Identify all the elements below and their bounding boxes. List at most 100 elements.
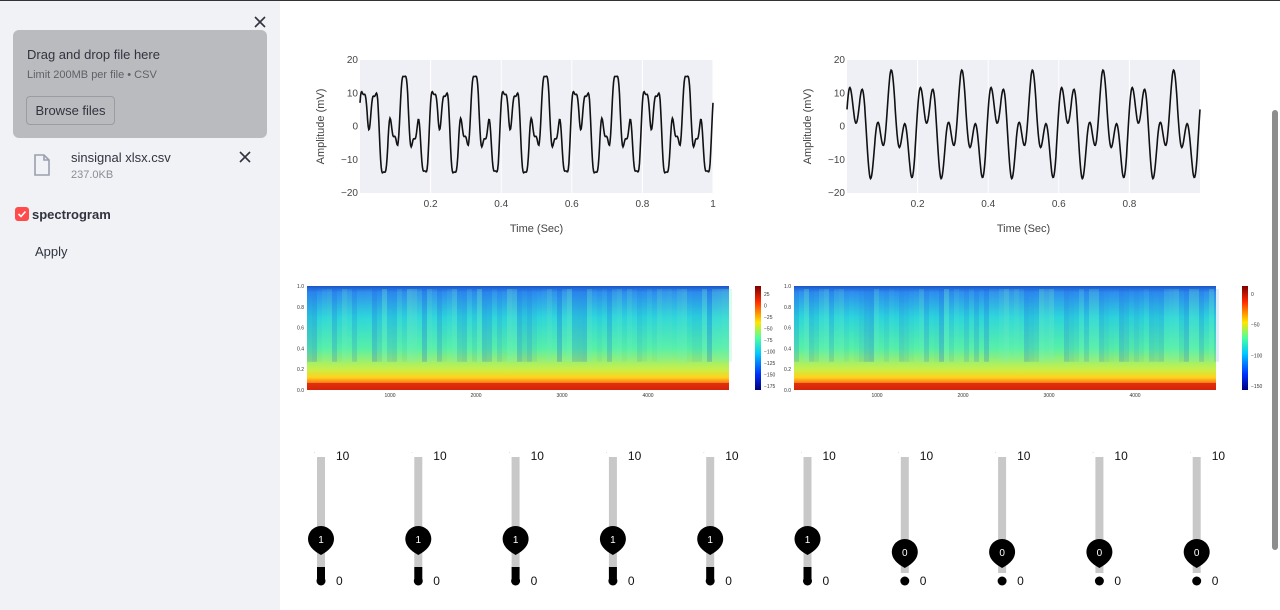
slider-value: 0 [999, 548, 1005, 559]
spectrogram-band [814, 289, 819, 362]
colorbar-tick: −25 [764, 315, 773, 321]
gain-slider-8[interactable]: · 0 10 0 [989, 449, 1031, 588]
slider-min-label: 0 [1017, 574, 1024, 588]
spec-y-tick: 0.2 [784, 367, 791, 373]
spectrogram-band [894, 289, 899, 362]
remove-file-icon[interactable] [237, 149, 253, 165]
file-icon [34, 154, 50, 176]
spec-y-tick: 0.4 [784, 346, 791, 352]
spectrogram-band [919, 289, 924, 362]
gain-slider-10[interactable]: · 0 10 0 [1183, 449, 1226, 588]
gain-slider-3[interactable]: · 1 10 0 [502, 449, 545, 588]
x-tick-label: 0.6 [565, 199, 579, 210]
slider-top-dot: · [1092, 450, 1093, 455]
gain-slider-7[interactable]: · 0 10 0 [891, 449, 934, 588]
slider-handle [900, 576, 910, 586]
slider-value-bubble [697, 526, 724, 555]
slider-top-dot: · [801, 450, 802, 455]
spectrogram-band [452, 289, 457, 362]
spectrogram-band [1049, 289, 1054, 362]
spectrogram-band [1144, 289, 1149, 362]
spectrogram-band [442, 289, 447, 362]
spectrogram-band [834, 289, 839, 362]
spectrogram-band [1089, 289, 1094, 362]
slider-track [317, 457, 325, 573]
spectrogram-band [417, 289, 422, 362]
spectrogram-band [617, 289, 622, 362]
slider-max-label: 10 [1212, 449, 1226, 463]
spectrogram-band [397, 289, 402, 362]
file-dropzone[interactable]: Drag and drop file here Limit 200MB per … [13, 30, 267, 138]
spectrogram-band [497, 289, 502, 362]
spectrogram-band [697, 289, 702, 362]
spectrogram-band [864, 289, 869, 362]
spectrogram-band [512, 289, 517, 362]
spectrogram-band [1179, 289, 1184, 362]
apply-button[interactable]: Apply [35, 244, 68, 259]
y-axis-title: Amplitude (mV) [315, 89, 327, 165]
spectrogram-band [337, 289, 342, 362]
gain-slider-2[interactable]: · 1 10 0 [405, 449, 447, 588]
gain-slider-4[interactable]: · 1 10 0 [599, 449, 642, 588]
gain-slider-5[interactable]: · 1 10 0 [697, 449, 739, 588]
spectrogram-checkbox[interactable]: spectrogram [15, 206, 111, 222]
spectrogram-band [602, 289, 607, 362]
spectrogram-band [1039, 289, 1044, 362]
scrollbar-thumb[interactable] [1272, 110, 1278, 550]
colorbar-tick: −150 [764, 373, 775, 379]
spectrogram-band [437, 289, 442, 362]
spectrogram-band [612, 289, 617, 362]
spectrogram-band [352, 289, 357, 362]
spectrogram-band [1124, 289, 1129, 362]
spectrogram-band [357, 289, 362, 362]
processed-spectrogram: 1.0 0.8 0.6 0.4 0.2 0.0 1000 2000 3000 4000 0 −50 −1… [784, 284, 1262, 399]
slider-min-label: 0 [1212, 574, 1219, 588]
gain-slider-9[interactable]: · 0 10 0 [1086, 449, 1128, 588]
spectrogram-band [1054, 289, 1059, 362]
spectrogram-band [557, 289, 562, 362]
slider-value: 1 [805, 535, 811, 546]
slider-value: 1 [707, 535, 713, 546]
slider-fill [414, 567, 423, 579]
spectrogram-band [1189, 289, 1194, 362]
spectrogram-band [722, 289, 727, 362]
slider-min-label: 0 [1114, 574, 1121, 588]
slider-fill [511, 567, 520, 579]
slider-handle [1094, 576, 1104, 586]
spectrogram-band [1004, 289, 1009, 362]
signal-trace [846, 68, 1201, 181]
spectrogram-band [482, 289, 487, 362]
spectrogram-band [899, 289, 904, 362]
slider-value-bubble [794, 526, 821, 555]
spectrogram-band [517, 289, 522, 362]
spectrogram-band [387, 289, 392, 362]
spectrogram-band [1184, 289, 1189, 362]
slider-max-label: 10 [433, 449, 447, 463]
slider-value: 0 [902, 548, 908, 559]
sidebar-close-icon[interactable] [251, 13, 269, 31]
slider-min-label: 0 [725, 574, 732, 588]
spectrogram-band [1139, 289, 1144, 362]
slider-fill [706, 567, 715, 579]
browse-files-button[interactable]: Browse files [26, 96, 115, 125]
slider-min-label: 0 [531, 574, 538, 588]
x-axis-title: Time (Sec) [510, 223, 563, 235]
spectrogram-band [839, 289, 844, 362]
gain-slider-6[interactable]: · 1 10 0 [794, 449, 837, 588]
gain-slider-1[interactable]: · 1 10 0 [308, 449, 350, 588]
spectrogram-band [692, 289, 697, 362]
spectrogram-band [819, 289, 824, 362]
spectrogram-band [1199, 289, 1204, 362]
spectrogram-band [327, 289, 332, 362]
slider-top-dot: · [411, 450, 412, 455]
dropzone-title: Drag and drop file here [27, 47, 160, 62]
spectrogram-band [1019, 289, 1024, 362]
checkbox-checked-icon[interactable] [15, 207, 29, 221]
slider-top-dot: · [1190, 450, 1191, 455]
slider-max-label: 10 [531, 449, 545, 463]
slider-track [1192, 457, 1201, 573]
spec-y-tick: 0.8 [297, 305, 304, 311]
spectrogram-band [829, 289, 834, 362]
spectrogram-band [637, 289, 642, 362]
slider-max-label: 10 [823, 449, 837, 463]
